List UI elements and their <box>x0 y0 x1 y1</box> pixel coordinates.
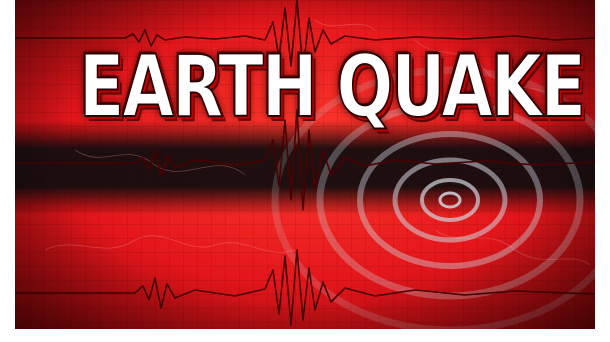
headline-earthquake: EARTH QUAKE <box>78 37 587 137</box>
earthquake-illustration: EARTH QUAKE <box>15 0 595 329</box>
seismogram-background <box>15 0 595 329</box>
